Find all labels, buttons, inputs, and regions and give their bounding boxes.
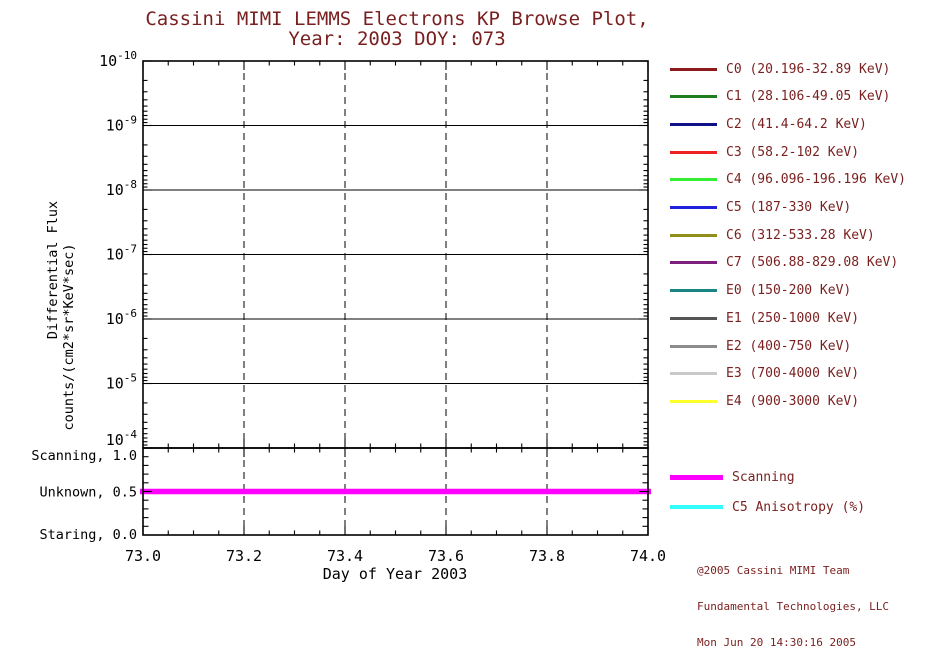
flux-tick-label: 10-7 <box>106 243 137 264</box>
legend-label-c4: C4 (96.096-196.196 KeV) <box>726 172 907 188</box>
flux-tick-label: 10-8 <box>106 178 137 199</box>
credit-line3: Mon Jun 20 14:30:16 2005 <box>697 636 856 649</box>
legend-swatch-scanning <box>670 474 723 480</box>
legend-swatch-c2 <box>670 122 717 126</box>
legend-item-c4: C4 (96.096-196.196 KeV) <box>670 171 906 189</box>
legend-label-e3: E3 (700-4000 KeV) <box>726 366 860 382</box>
browse-plot-page: { "title": { "line1": "Cassini MIMI LEMM… <box>31 0 950 649</box>
legend-item-c2: C2 (41.4-64.2 KeV) <box>670 115 867 133</box>
legend-label-c1: C1 (28.106-49.05 KeV) <box>726 89 891 105</box>
legend-label-c7: C7 (506.88-829.08 KeV) <box>726 255 899 271</box>
legend-swatch-c7 <box>670 261 717 265</box>
legend-swatch-c6 <box>670 233 717 237</box>
legend-item-c7: C7 (506.88-829.08 KeV) <box>670 254 898 272</box>
flux-tick-label: 10-5 <box>106 372 137 393</box>
legend-label-e2: E2 (400-750 KeV) <box>726 338 852 354</box>
x-tick-label: 73.6 <box>428 547 464 565</box>
x-tick-label: 73.8 <box>529 547 565 565</box>
legend-swatch-c1 <box>670 95 717 99</box>
legend-item-c5: C5 (187-330 KeV) <box>670 199 851 217</box>
status-tick-label: Unknown, 0.5 <box>39 485 137 501</box>
x-tick-label: 73.0 <box>125 547 161 565</box>
plot-title-line1: Cassini MIMI LEMMS Electrons KP Browse P… <box>145 8 649 30</box>
legend-item-e2: E2 (400-750 KeV) <box>670 337 851 355</box>
legend-item-c6: C6 (312-533.28 KeV) <box>670 226 875 244</box>
legend-item-e3: E3 (700-4000 KeV) <box>670 365 859 383</box>
credit-line2: Fundamental Technologies, LLC <box>697 600 890 613</box>
legend-swatch-e4 <box>670 399 717 403</box>
axis-ticks <box>142 60 649 535</box>
legend-label-e0: E0 (150-200 KeV) <box>726 283 852 299</box>
legend-swatch-c3 <box>670 150 717 154</box>
legend-swatch-e3 <box>670 372 717 376</box>
status-tick-label: Staring, 0.0 <box>39 527 137 543</box>
flux-tick-label: 10-6 <box>106 307 137 328</box>
legend-item-c3: C3 (58.2-102 KeV) <box>670 143 859 161</box>
legend-swatch-e0 <box>670 289 717 293</box>
legend-label-c5: C5 (187-330 KeV) <box>726 200 852 215</box>
legend-swatch-c5-anisotropy <box>670 505 723 509</box>
plot-title-line2: Year: 2003 DOY: 073 <box>288 28 506 50</box>
legend-item-e4: E4 (900-3000 KeV) <box>670 392 859 410</box>
credit-block: @2005 Cassini MIMI Team Fundamental Tech… <box>697 541 889 661</box>
legend: C0 (20.196-32.89 KeV) C1 (28.106-49.05 Ke… <box>668 0 950 600</box>
x-tick-label: 74.0 <box>630 547 666 565</box>
credit-line1: @2005 Cassini MIMI Team <box>697 564 850 577</box>
y-axis-title-line1: Differential Flux <box>45 201 61 339</box>
legend-label-e1: E1 (250-1000 KeV) <box>726 310 860 326</box>
legend-label-c6: C6 (312-533.28 KeV) <box>726 227 875 243</box>
legend-swatch-c0 <box>670 67 717 71</box>
flux-tick-label: 10-9 <box>106 114 137 135</box>
x-axis-title: Day of Year 2003 <box>323 565 468 583</box>
legend-item-scanning: Scanning <box>670 468 795 486</box>
legend-item-e1: E1 (250-1000 KeV) <box>670 309 859 327</box>
y-axis-title-line2: counts/(cm2*sr*KeV*sec) <box>61 244 77 431</box>
legend-label-scanning: Scanning <box>732 469 795 485</box>
x-tick-label: 73.4 <box>327 547 363 565</box>
legend-item-c0: C0 (20.196-32.89 KeV) <box>670 60 890 78</box>
legend-label-c3: C3 (58.2-102 KeV) <box>726 144 860 160</box>
legend-swatch-e1 <box>670 316 717 320</box>
legend-item-e0: E0 (150-200 KeV) <box>670 282 851 300</box>
axes-boxes <box>142 60 649 536</box>
x-tick-label: 73.2 <box>226 547 262 565</box>
gridlines <box>143 61 648 535</box>
legend-swatch-c4 <box>670 178 717 182</box>
legend-item-c5-anisotropy: C5 Anisotropy (%) <box>670 498 865 516</box>
legend-label-e4: E4 (900-3000 KeV) <box>726 393 860 409</box>
flux-tick-label: 10-4 <box>106 428 138 449</box>
status-tick-label: Scanning, 1.0 <box>31 448 137 464</box>
legend-label-c5-anisotropy: C5 Anisotropy (%) <box>732 499 866 515</box>
legend-label-c0: C0 (20.196-32.89 KeV) <box>726 61 891 77</box>
legend-swatch-e2 <box>670 344 717 348</box>
legend-item-c1: C1 (28.106-49.05 KeV) <box>670 88 890 106</box>
flux-tick-label: 10-10 <box>99 49 137 70</box>
legend-swatch-c5 <box>670 206 717 209</box>
legend-label-c2: C2 (41.4-64.2 KeV) <box>726 116 867 132</box>
